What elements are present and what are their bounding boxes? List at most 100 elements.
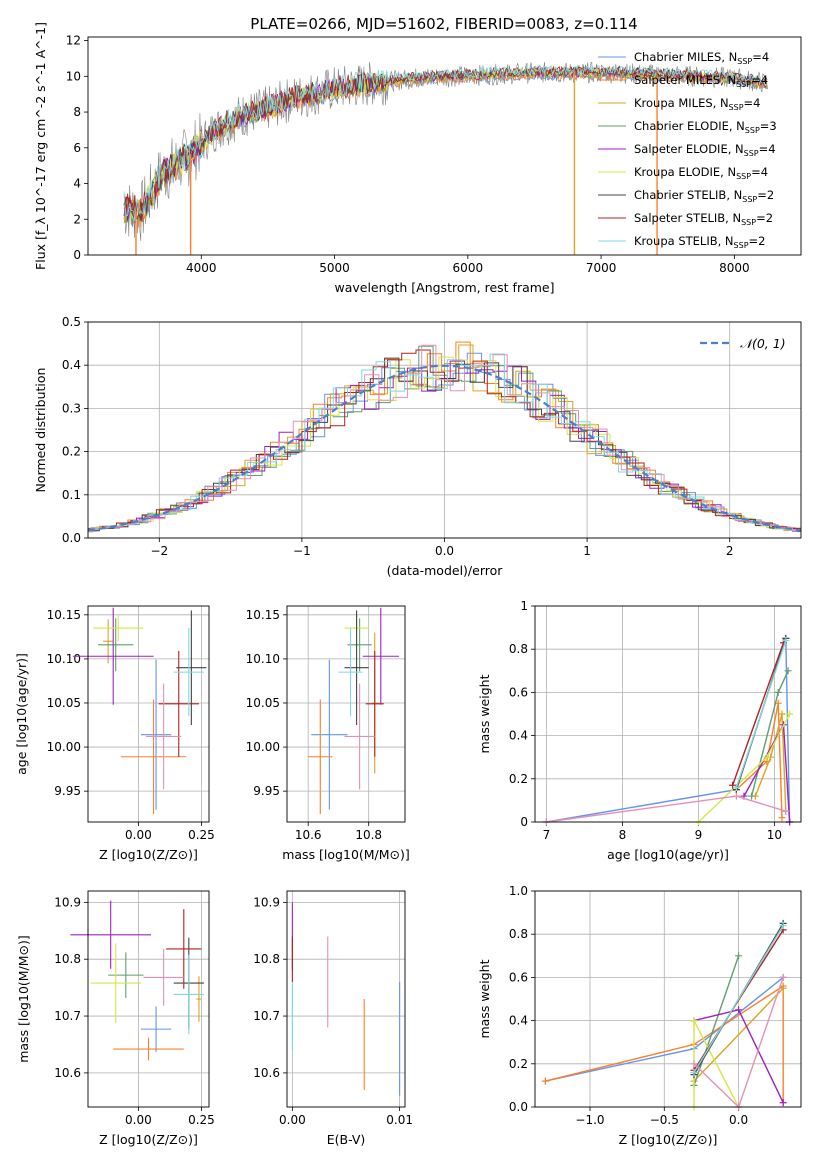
weight-marker [735, 952, 743, 960]
y-tick-label: 12 [66, 34, 81, 48]
weight-marker [729, 781, 737, 789]
normal-curve [87, 364, 802, 532]
x-tick-label: 0.01 [386, 1113, 413, 1127]
x-tick-label: 0.25 [188, 828, 215, 842]
y-tick-label: 0 [520, 815, 528, 829]
x-axis-label: wavelength [Angstrom, rest frame] [334, 280, 554, 295]
x-tick-label: 0.0 [435, 544, 454, 558]
y-tick-label: 0.4 [509, 729, 528, 743]
y-tick-label: 2 [73, 212, 81, 226]
x-tick-label: 9 [695, 828, 703, 842]
y-tick-label: 10.7 [253, 1009, 280, 1023]
y-axis-label: mass weight [477, 674, 492, 753]
panel-weight-vs-age: 7 8 9 10 0 0.2 0.4 0.6 0.8 1 age [log10(age/yr)] ma… [477, 599, 802, 862]
legend-entry: Salpeter ELODIE, NSSP=4 [634, 142, 776, 158]
x-tick-label: 5000 [319, 261, 350, 275]
y-tick-label: 0 [73, 248, 81, 262]
panel-spectrum: 4000 5000 6000 7000 8000 0 2 4 6 8 10 12 wavelength … [33, 22, 802, 295]
y-tick-label: 0.8 [509, 642, 528, 656]
x-axis-label: (data-model)/error [387, 563, 504, 578]
weight-line [693, 955, 740, 1086]
axes-frame [534, 605, 802, 823]
weight-marker [732, 792, 740, 800]
weight-line [693, 925, 784, 1073]
y-tick-label: 10.05 [47, 696, 81, 710]
weight-line [754, 713, 787, 812]
panel-mass-vs-ebv: 0.00 0.01 10.6 10.7 10.8 10.9 E(B-V) [253, 890, 413, 1147]
y-tick-label: 0.8 [509, 927, 528, 941]
spectrum-model-line [123, 64, 768, 222]
weight-marker [779, 1099, 787, 1107]
y-tick-label: 10 [66, 69, 81, 83]
weight-line [735, 640, 787, 788]
weight-line [546, 638, 791, 823]
x-axis-label: E(B-V) [327, 1132, 366, 1147]
weight-marker [690, 1068, 698, 1076]
spectrum-model-line [123, 68, 768, 225]
weight-marker [778, 814, 786, 822]
x-tick-label: 8 [619, 828, 627, 842]
panel-age-vs-mass: 10.6 10.8 9.95 10.00 10.05 10.10 10.15 mass [lo… [246, 605, 410, 862]
legend-entry: Salpeter STELIB, NSSP=2 [634, 211, 773, 227]
y-tick-label: 0.2 [62, 445, 81, 459]
panel-mass-vs-Z: 0.00 0.25 10.6 10.7 10.8 10.9 Z [log10(Z/Z⊙)] m… [16, 890, 215, 1147]
x-tick-label: 10.8 [355, 828, 382, 842]
x-tick-label: −0.5 [650, 1113, 679, 1127]
x-tick-label: 10 [767, 828, 782, 842]
weight-marker [690, 1017, 698, 1025]
weight-line [545, 984, 784, 1103]
y-tick-label: 0.3 [62, 401, 81, 415]
weight-marker [541, 1077, 549, 1085]
y-tick-label: 10.6 [54, 1066, 81, 1080]
x-axis-label: Z [log10(Z/Z⊙)] [99, 847, 198, 862]
weight-marker [690, 1060, 698, 1068]
y-axis-label: Flux [f_λ 10^-17 erg cm^-2 s^-1 A^-1] [33, 22, 48, 270]
weight-marker [779, 973, 787, 981]
weight-marker [782, 807, 790, 815]
x-tick-label: 1 [583, 544, 591, 558]
y-axis-label: mass [log10(M/M⊙)] [16, 935, 31, 1063]
y-tick-label: 0.4 [509, 1014, 528, 1028]
y-tick-label: 10.8 [253, 952, 280, 966]
weight-marker [784, 667, 792, 675]
x-tick-label: 2 [726, 544, 734, 558]
axes-frame [534, 890, 802, 1108]
spectrum-model-line [123, 65, 768, 221]
x-tick-label: −1.0 [575, 1113, 604, 1127]
y-tick-label: 6 [73, 141, 81, 155]
y-tick-label: 10.8 [54, 952, 81, 966]
y-tick-label: 1.0 [509, 884, 528, 898]
weight-marker [786, 710, 794, 718]
x-tick-label: 0.00 [125, 828, 152, 842]
y-tick-label: 0.5 [62, 315, 81, 329]
legend-entry: Chabrier STELIB, NSSP=2 [634, 188, 774, 204]
y-tick-label: 10.05 [246, 696, 280, 710]
legend-entry: Kroupa ELODIE, NSSP=4 [634, 165, 768, 181]
x-tick-label: 7 [543, 828, 551, 842]
x-tick-label: −1 [293, 544, 311, 558]
x-tick-label: 0.00 [125, 1113, 152, 1127]
panel-weight-vs-Z: −1.0 −0.5 0.0 0.0 0.2 0.4 0.6 0.8 1.0 Z [log10(Z/… [477, 884, 802, 1147]
x-tick-label: 10.6 [295, 828, 322, 842]
x-tick-label: 0.00 [279, 1113, 306, 1127]
y-tick-label: 0.6 [509, 685, 528, 699]
weight-line [546, 795, 787, 823]
y-tick-label: 10.9 [54, 895, 81, 909]
y-tick-label: 10.15 [47, 608, 81, 622]
y-tick-label: 10.00 [47, 740, 81, 754]
y-tick-label: 10.00 [246, 740, 280, 754]
axes-frame [87, 605, 210, 823]
axes-frame [87, 890, 210, 1108]
legend-entry: Salpeter MILES, NSSP=4 [634, 73, 768, 89]
x-tick-label: 4000 [186, 261, 217, 275]
legend-entry: Chabrier ELODIE, NSSP=3 [634, 119, 777, 135]
y-tick-label: 9.95 [253, 784, 280, 798]
weight-marker [732, 783, 740, 791]
weight-line [693, 987, 784, 1082]
y-axis-label: Normed distribution [33, 368, 48, 493]
axes-frame [286, 890, 406, 1108]
weight-marker [779, 984, 787, 992]
y-tick-label: 10.9 [253, 895, 280, 909]
x-tick-label: 0.0 [729, 1113, 748, 1127]
legend-entry: Kroupa MILES, NSSP=4 [634, 96, 760, 112]
